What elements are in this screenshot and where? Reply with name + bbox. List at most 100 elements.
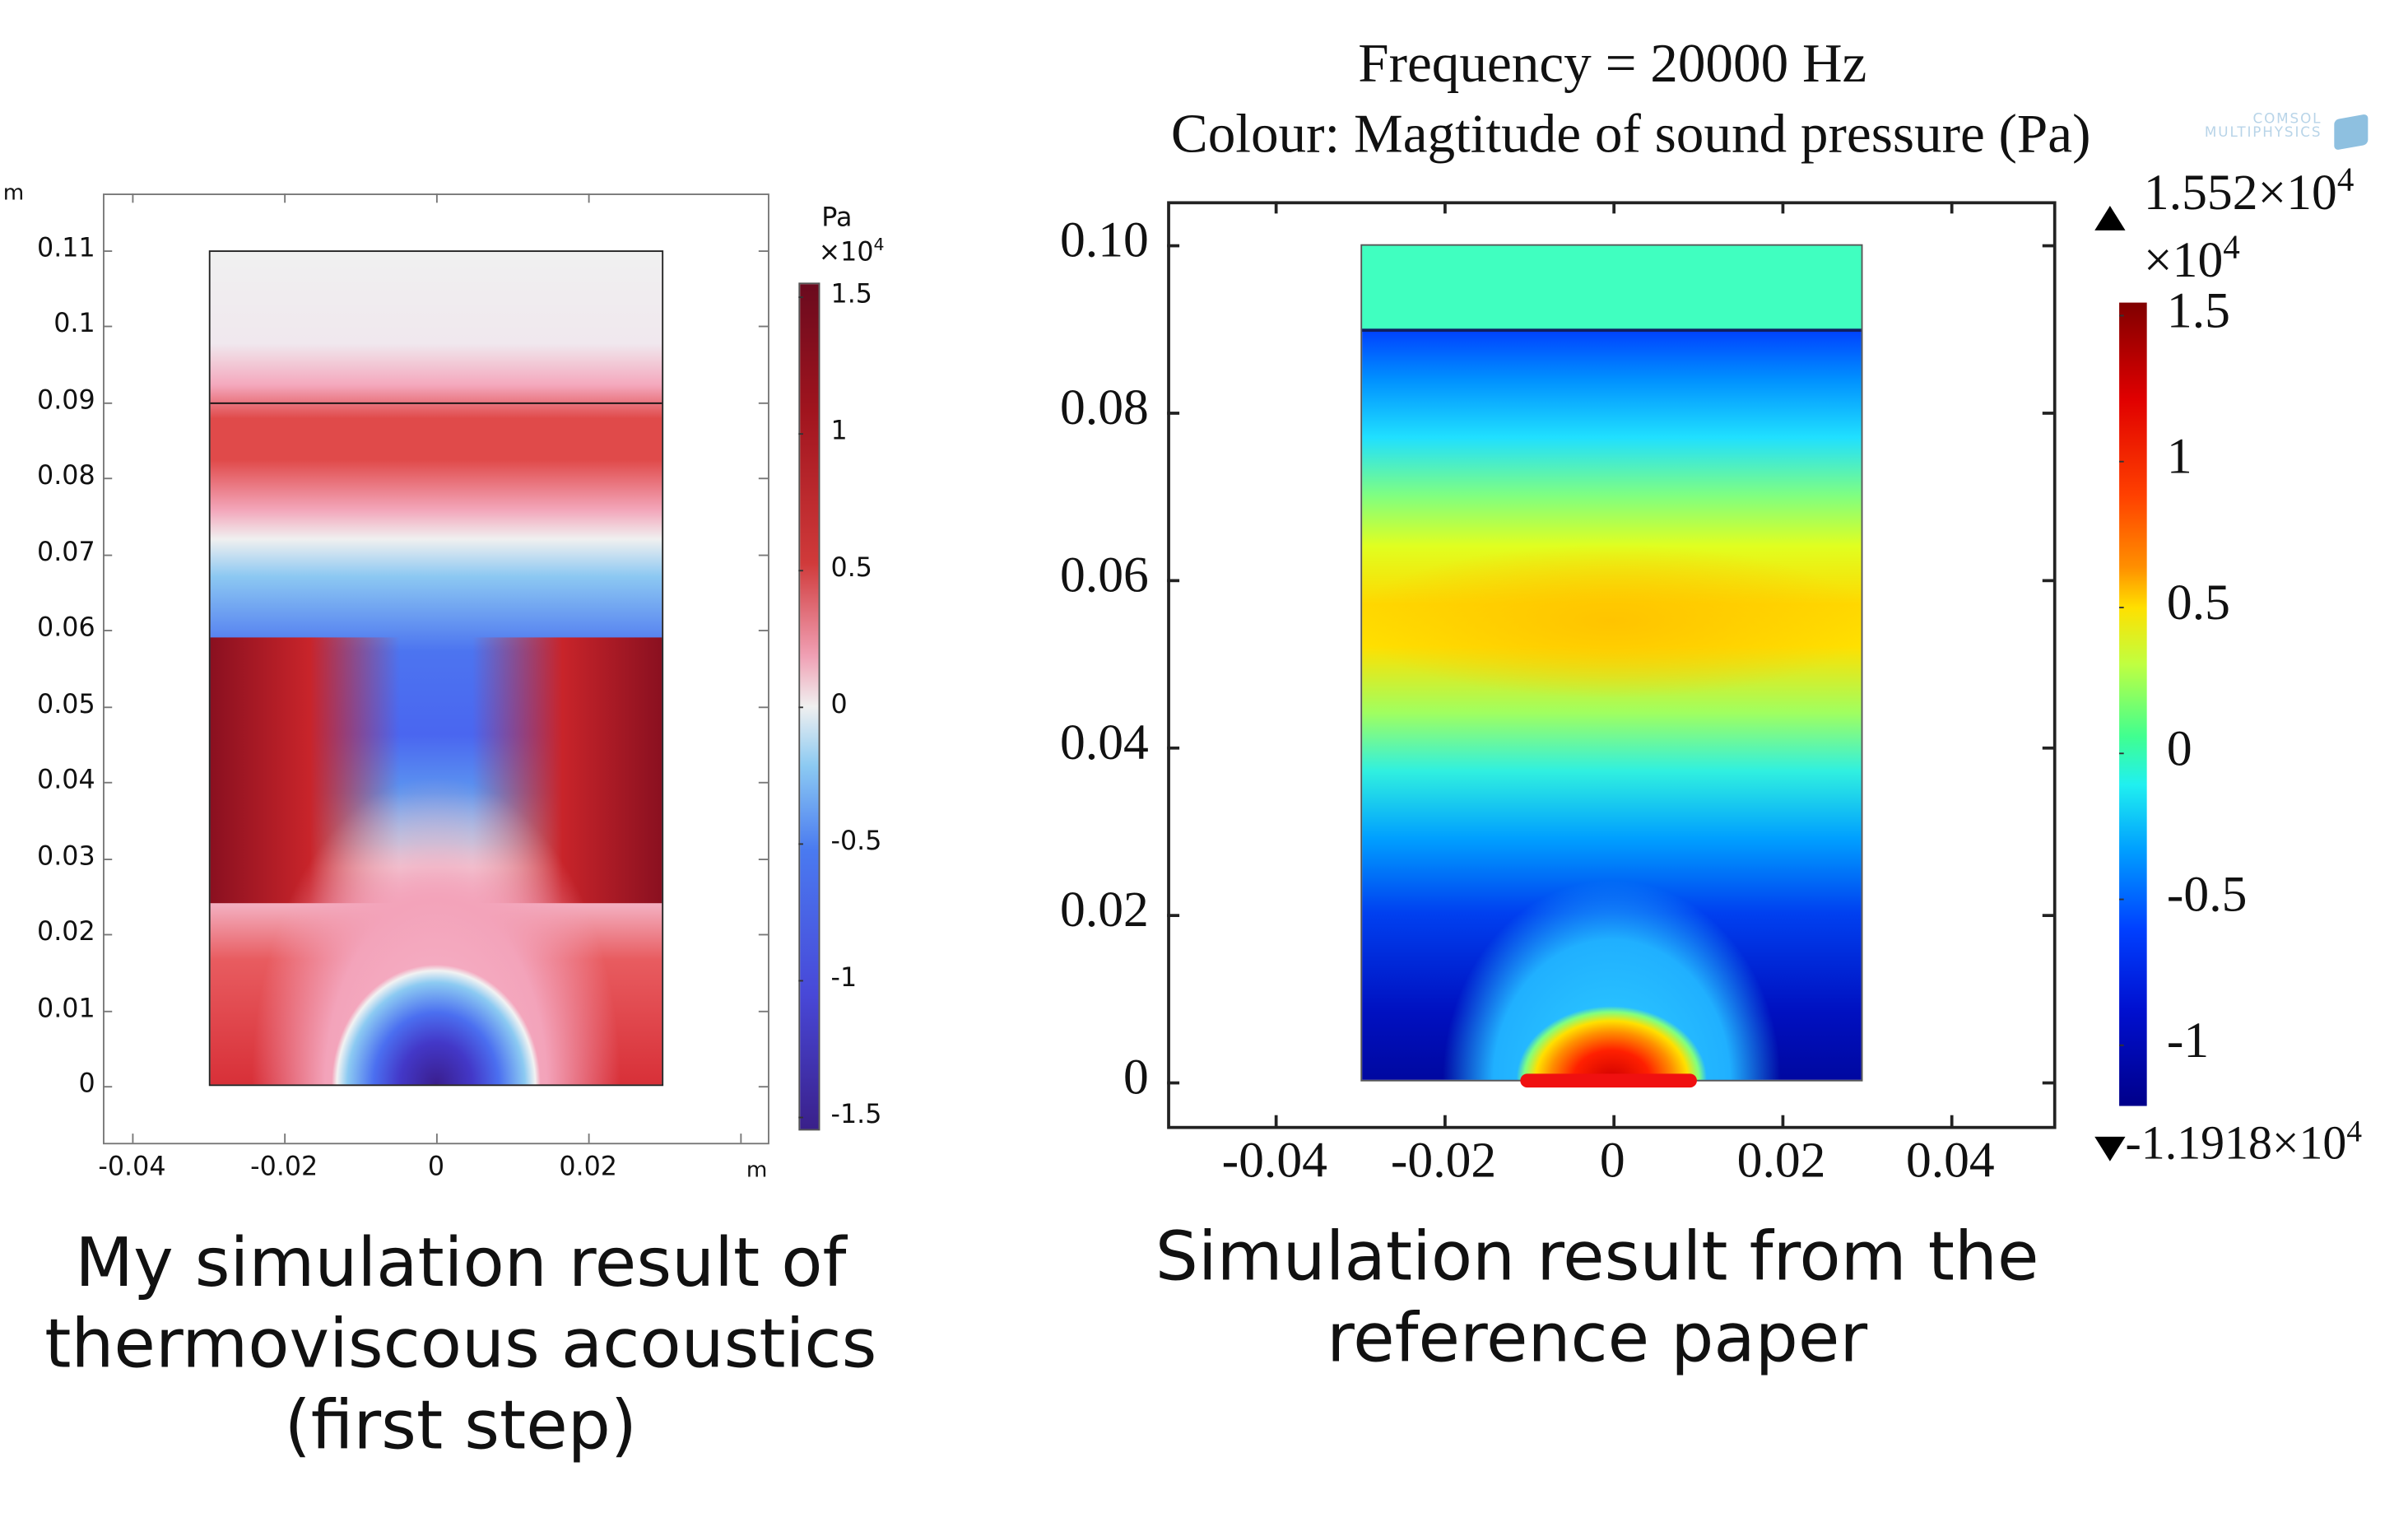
caption-line: thermoviscous acoustics [44, 1306, 877, 1385]
y-tick-mark [103, 1009, 113, 1012]
multiplier-exp: 4 [2223, 227, 2240, 266]
x-tick-mark [284, 193, 286, 203]
y-tick-label: 0.08 [1060, 380, 1149, 436]
right-subtitle: Colour: Magtitude of sound pressure (Pa) [1170, 103, 2091, 165]
y-tick-mark [1167, 914, 1180, 917]
y-tick-label: 0.01 [37, 993, 95, 1024]
y-tick-mark [103, 630, 113, 632]
max-value: 1.552×10 [2143, 165, 2337, 221]
y-tick-mark [758, 326, 768, 328]
max-triangle-icon [2094, 206, 2126, 230]
colorbar-tick-mark [2119, 460, 2124, 463]
x-tick-mark [1274, 1115, 1277, 1128]
x-tick-label: -0.02 [1390, 1134, 1497, 1189]
y-tick-mark [1167, 1081, 1180, 1084]
min-value: -1.1918×10 [2125, 1115, 2347, 1170]
y-tick-label: 0 [1123, 1050, 1149, 1106]
y-tick-mark [103, 402, 113, 404]
colorbar-tick-mark [798, 1116, 803, 1119]
y-tick-label: 0.06 [1060, 548, 1149, 604]
colorbar-tick-mark [798, 570, 803, 572]
y-tick-mark [758, 782, 768, 784]
y-tick-mark [758, 933, 768, 936]
x-tick-label: -0.04 [1221, 1134, 1327, 1189]
comsol-watermark: COMSOL MULTIPHYSICS [2204, 112, 2322, 142]
right-colorbar-max: 1.552×104 [2144, 160, 2354, 223]
x-tick-mark [1781, 201, 1784, 214]
y-tick-label: 0.07 [37, 537, 95, 569]
y-tick-mark [758, 402, 768, 404]
y-tick-mark [758, 858, 768, 860]
y-tick-label: 0.09 [37, 385, 95, 417]
x-tick-mark [1612, 1115, 1615, 1128]
caption-line: My simulation result of [75, 1224, 847, 1303]
colorbar-tick-label: -1 [2166, 1013, 2210, 1069]
colorbar-tick-mark [2119, 752, 2124, 755]
colorbar-tick-mark [798, 843, 803, 845]
x-tick-mark [588, 1134, 590, 1143]
colorbar-tick-label: 0 [830, 689, 848, 721]
caption-line: reference paper [1327, 1299, 1868, 1378]
x-tick-mark [1443, 201, 1446, 214]
y-tick-mark [103, 858, 113, 860]
x-tick-label: 0.02 [1736, 1134, 1826, 1189]
y-tick-mark [2042, 914, 2055, 917]
colorbar-tick-mark [798, 706, 803, 709]
caption-line: (first step) [284, 1386, 637, 1466]
colorbar-tick-mark [2119, 607, 2124, 608]
right-colorbar-multiplier: ×104 [2144, 227, 2240, 291]
x-tick-mark [588, 193, 590, 203]
y-tick-mark [758, 554, 768, 556]
y-tick-label: 0.08 [37, 461, 95, 492]
right-axes-frame [1167, 201, 2057, 1129]
left-caption: My simulation result of thermoviscous ac… [30, 1222, 890, 1467]
y-tick-mark [2042, 412, 2055, 414]
colorbar-tick-label: -0.5 [2166, 868, 2248, 924]
y-tick-label: 0.02 [37, 917, 95, 948]
y-tick-label: 0.1 [53, 309, 95, 341]
left-colorbar-multiplier: ×104 [819, 235, 885, 268]
colorbar-tick-mark [798, 433, 803, 435]
x-tick-mark [1612, 201, 1615, 214]
left-pressure-field [208, 250, 664, 1087]
y-tick-label: 0.06 [37, 613, 95, 645]
colorbar-tick-mark [2119, 1044, 2124, 1046]
x-tick-label: -0.02 [250, 1152, 318, 1183]
right-pressure-field [1360, 244, 1863, 1082]
x-tick-label: 0 [427, 1152, 445, 1183]
left-interface-line [210, 402, 662, 404]
min-triangle-icon [2094, 1136, 2126, 1162]
y-tick-label: 0.11 [37, 233, 95, 264]
x-tick-mark [132, 1134, 134, 1143]
colorbar-tick-label: 0.5 [2166, 575, 2230, 631]
left-y-unit: m [2, 181, 25, 207]
y-tick-mark [103, 933, 113, 936]
right-title: Frequency = 20000 Hz [1358, 32, 1867, 94]
y-tick-mark [103, 705, 113, 708]
right-interface-line [1362, 328, 1862, 333]
left-axes-frame [103, 193, 769, 1145]
y-tick-label: 0.04 [1060, 715, 1149, 771]
y-tick-label: 0.02 [1060, 882, 1149, 939]
x-tick-mark [1443, 1115, 1446, 1128]
y-tick-mark [2042, 579, 2055, 582]
x-tick-mark [1274, 201, 1277, 214]
x-tick-mark [1950, 1115, 1953, 1128]
x-tick-mark [435, 193, 438, 203]
y-tick-mark [758, 250, 768, 253]
y-tick-mark [103, 250, 113, 253]
y-tick-mark [758, 705, 768, 708]
y-tick-mark [758, 1086, 768, 1088]
colorbar-tick-label: 0 [2166, 722, 2192, 778]
x-tick-mark [740, 1134, 742, 1143]
y-tick-mark [2042, 1081, 2055, 1084]
x-tick-mark [1950, 201, 1953, 214]
x-tick-label: 0 [1599, 1134, 1625, 1189]
min-exp: 4 [2346, 1115, 2363, 1149]
colorbar-tick-mark [2119, 314, 2124, 317]
y-tick-label: 0.03 [37, 840, 95, 873]
x-tick-mark [132, 193, 134, 203]
y-tick-mark [2042, 746, 2055, 749]
colorbar-tick-label: 1.5 [2166, 284, 2230, 340]
multiplier-base: ×10 [818, 237, 874, 268]
